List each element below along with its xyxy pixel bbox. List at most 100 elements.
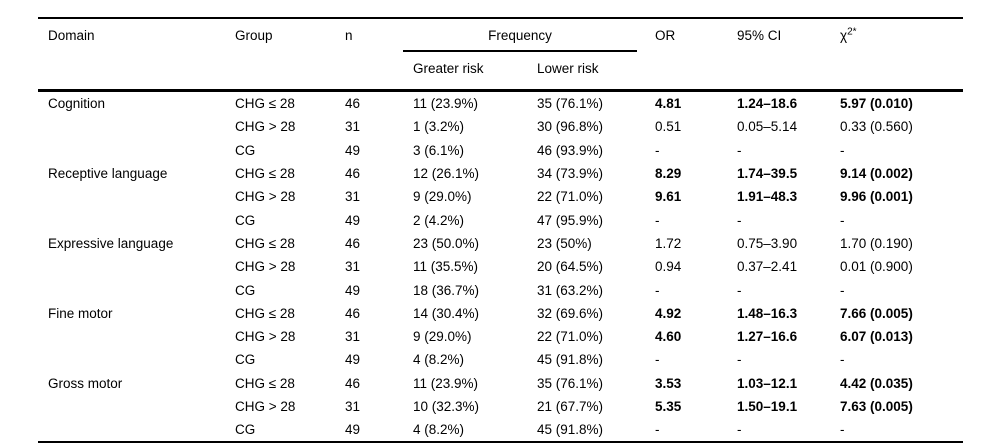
cell-domain	[38, 139, 235, 162]
cell-domain: Gross motor	[48, 375, 123, 391]
cell-domain: Fine motor	[48, 305, 113, 321]
cell-n: 46	[345, 375, 361, 391]
table-row: CG 49 2 (4.2%) 47 (95.9%) - - -	[38, 208, 963, 231]
cell-domain	[38, 325, 235, 348]
cell-n: 49	[345, 352, 361, 368]
cell-greater: 4 (8.2%)	[413, 422, 465, 438]
chi-superscript: 2*	[847, 26, 857, 38]
cell-ci: 0.75–3.90	[737, 235, 798, 251]
column-header-domain: Domain	[48, 28, 95, 43]
table-row: Expressive language CHG ≤ 28 46 23 (50.0%) 2…	[38, 232, 963, 255]
cell-or: -	[655, 352, 660, 368]
cell-lower: 22 (71.0%)	[537, 329, 604, 345]
cell-greater: 9 (29.0%)	[413, 189, 472, 205]
cell-group: CG	[235, 142, 256, 158]
cell-lower: 35 (76.1%)	[537, 96, 604, 112]
cell-n: 46	[345, 96, 361, 112]
cell-chi: -	[840, 282, 845, 298]
cell-chi: -	[840, 352, 845, 368]
cell-chi: -	[840, 422, 845, 438]
cell-chi: 1.70 (0.190)	[840, 235, 913, 251]
table-row: Receptive language CHG ≤ 28 46 12 (26.1%) 34…	[38, 162, 963, 185]
cell-n: 31	[345, 119, 361, 135]
cell-greater: 10 (32.3%)	[413, 399, 480, 414]
table-row: Gross motor CHG ≤ 28 46 11 (23.9%) 35 (76.1%…	[38, 372, 963, 395]
cell-lower: 30 (96.8%)	[537, 119, 604, 135]
table-body: Cognition CHG ≤ 28 46 11 (23.9%) 35 (76.1%) 4…	[38, 91, 963, 443]
cell-n: 49	[345, 282, 361, 298]
cell-or: -	[655, 282, 660, 298]
cell-domain	[38, 185, 235, 208]
cell-group: CHG > 28	[235, 259, 296, 275]
cell-group: CHG ≤ 28	[235, 96, 295, 112]
cell-or: 1.72	[655, 235, 682, 251]
cell-or: 4.60	[655, 329, 682, 345]
cell-n: 46	[345, 235, 361, 251]
column-header-group: Group	[235, 28, 273, 43]
cell-greater: 1 (3.2%)	[413, 119, 465, 135]
cell-lower: 35 (76.1%)	[537, 375, 604, 391]
cell-domain: Receptive language	[48, 166, 168, 182]
cell-group: CHG ≤ 28	[235, 305, 295, 321]
header-row-main: Domain Group n Frequency OR 95% CI χ2*	[38, 18, 963, 52]
cell-n: 49	[345, 142, 361, 158]
cell-lower: 45 (91.8%)	[537, 422, 604, 438]
results-table: Domain Group n Frequency OR 95% CI χ2* G…	[38, 17, 964, 444]
cell-greater: 3 (6.1%)	[413, 142, 465, 158]
cell-n: 31	[345, 189, 361, 205]
cell-ci: 1.48–16.3	[737, 305, 798, 321]
cell-ci: -	[737, 422, 742, 438]
cell-group: CHG > 28	[235, 399, 296, 414]
cell-or: 4.81	[655, 96, 682, 112]
cell-domain	[38, 278, 235, 301]
cell-greater: 2 (4.2%)	[413, 212, 465, 228]
chi-symbol: χ	[840, 28, 848, 43]
cell-lower: 31 (63.2%)	[537, 282, 604, 298]
table-row: CG 49 18 (36.7%) 31 (63.2%) - - -	[38, 278, 963, 301]
cell-greater: 4 (8.2%)	[413, 352, 465, 368]
cell-lower: 47 (95.9%)	[537, 212, 604, 228]
cell-lower: 45 (91.8%)	[537, 352, 604, 368]
cell-group: CHG ≤ 28	[235, 235, 295, 251]
cell-n: 46	[345, 305, 361, 321]
cell-greater: 11 (23.9%)	[413, 375, 479, 391]
cell-group: CG	[235, 282, 256, 298]
cell-chi: 0.33 (0.560)	[840, 119, 913, 135]
cell-domain: Expressive language	[48, 235, 174, 251]
cell-ci: 1.24–18.6	[737, 96, 798, 112]
cell-or: 0.94	[655, 259, 682, 275]
cell-group: CHG > 28	[235, 189, 296, 205]
cell-chi: 5.97 (0.010)	[840, 96, 913, 112]
cell-chi: 9.14 (0.002)	[840, 166, 913, 182]
cell-ci: 1.03–12.1	[737, 375, 798, 391]
cell-n: 31	[345, 399, 361, 414]
cell-or: 3.53	[655, 375, 682, 391]
cell-n: 31	[345, 259, 361, 275]
cell-ci: 1.27–16.6	[737, 329, 798, 345]
cell-greater: 11 (23.9%)	[413, 96, 479, 112]
cell-ci: -	[737, 282, 742, 298]
cell-group: CHG ≤ 28	[235, 375, 295, 391]
cell-or: 0.51	[655, 119, 682, 135]
cell-chi: 7.63 (0.005)	[840, 399, 913, 414]
column-header-n: n	[345, 28, 353, 43]
cell-chi: 0.01 (0.900)	[840, 259, 913, 275]
cell-group: CG	[235, 352, 256, 368]
cell-lower: 46 (93.9%)	[537, 142, 604, 158]
cell-lower: 22 (71.0%)	[537, 189, 604, 205]
cell-lower: 32 (69.6%)	[537, 305, 604, 321]
cell-or: -	[655, 422, 660, 438]
cell-group: CHG > 28	[235, 329, 296, 345]
column-header-chi-square: χ2*	[840, 18, 963, 91]
cell-or: -	[655, 142, 660, 158]
cell-or: 9.61	[655, 189, 682, 205]
cell-greater: 12 (26.1%)	[413, 166, 480, 182]
cell-ci: 0.05–5.14	[737, 119, 798, 135]
cell-greater: 9 (29.0%)	[413, 329, 472, 345]
frequency-spanner: Frequency	[403, 28, 638, 52]
table-header: Domain Group n Frequency OR 95% CI χ2* G…	[38, 18, 964, 91]
cell-ci: -	[737, 352, 742, 368]
cell-chi: 7.66 (0.005)	[840, 305, 913, 321]
table-row: CHG > 28 31 9 (29.0%) 22 (71.0%) 9.61 1.91–48…	[38, 185, 963, 208]
